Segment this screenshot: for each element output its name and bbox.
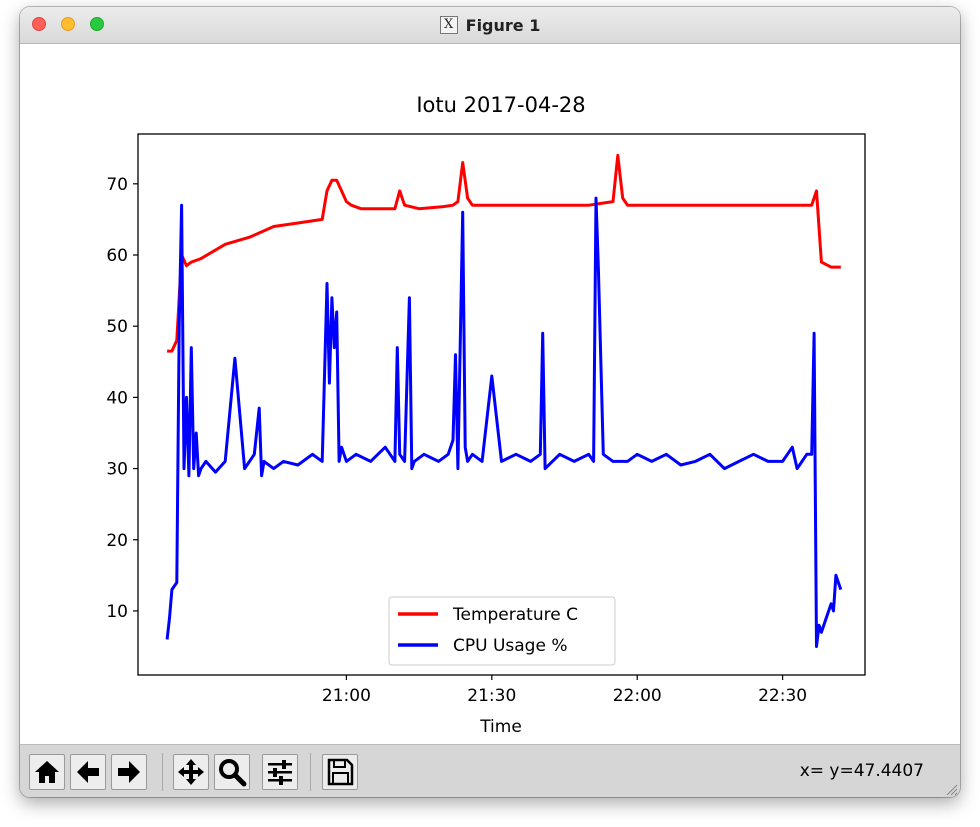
back-button[interactable] [70,754,106,790]
axes-frame [137,133,866,676]
series-line-temperature [167,153,841,353]
maximize-window-button[interactable] [90,17,104,31]
x-tick-label: 21:30 [467,686,516,706]
series-line-cpu-usage [165,196,843,648]
toolbar-separator [162,753,163,791]
x-axis-label: Time [479,717,522,737]
close-window-button[interactable] [32,17,46,31]
window-title: Figure 1 [465,15,541,35]
magnifier-icon [219,759,247,787]
toolbar-separator [310,753,311,791]
y-tick-label: 30 [106,460,128,480]
legend-label: CPU Usage % [453,636,568,656]
x-tick-label: 22:30 [758,686,807,706]
minimize-window-button[interactable] [61,17,75,31]
cursor-coordinates: x= y=47.4407 [799,761,924,781]
forward-button[interactable] [111,754,147,790]
zoom-button[interactable] [214,754,250,790]
navigation-toolbar: x= y=47.4407 [20,744,960,797]
configure-subplots-button[interactable] [262,754,298,790]
chart-title: Iotu 2017-04-28 [416,93,585,117]
x-tick-label: 21:00 [322,686,371,706]
legend-frame [388,596,616,666]
legend-label: Temperature C [452,605,578,625]
figure-canvas[interactable]: Iotu 2017-04-28 10 20 30 40 50 60 70 21:00 21:3… [20,44,960,744]
series-layer [165,153,843,648]
figure-window: X Figure 1 Iotu 2017-04-28 10 20 30 40 50 60 7… [20,7,960,797]
save-button[interactable] [322,754,358,790]
title-bar[interactable]: X Figure 1 [20,7,960,44]
x11-icon: X [439,16,458,34]
home-button[interactable] [29,754,65,790]
line-chart[interactable]: Iotu 2017-04-28 10 20 30 40 50 60 70 21:00 21:3… [20,44,960,744]
sliders-icon [268,760,292,785]
home-icon [35,761,59,783]
y-axis: 10 20 30 40 50 60 70 [106,175,138,622]
resize-grip-icon[interactable] [942,780,958,796]
arrow-right-icon [118,761,140,783]
floppy-icon [327,758,354,786]
x-axis: 21:00 21:30 22:00 22:30 [322,675,807,706]
y-tick-label: 50 [106,317,128,337]
pan-button[interactable] [173,754,209,790]
arrow-left-icon [77,761,99,783]
move-icon [178,759,204,785]
x-tick-label: 22:00 [613,686,662,706]
chart-legend: Temperature C CPU Usage % [388,596,616,666]
y-tick-label: 40 [106,388,128,408]
y-tick-label: 70 [106,175,128,195]
y-tick-label: 60 [106,246,128,266]
y-tick-label: 10 [106,602,128,622]
y-tick-label: 20 [106,531,128,551]
